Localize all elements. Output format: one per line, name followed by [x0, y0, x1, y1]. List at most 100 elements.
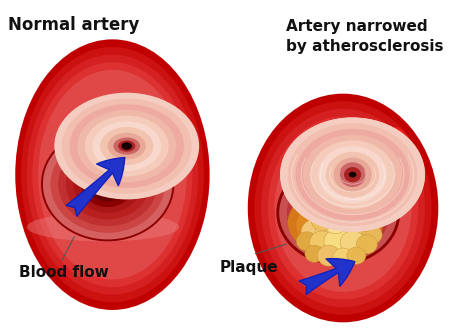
Ellipse shape — [339, 162, 366, 187]
Ellipse shape — [167, 113, 188, 160]
Ellipse shape — [27, 55, 198, 295]
Ellipse shape — [356, 235, 377, 254]
Ellipse shape — [15, 39, 210, 310]
Ellipse shape — [111, 137, 142, 155]
Ellipse shape — [72, 107, 182, 185]
Ellipse shape — [280, 118, 425, 232]
Ellipse shape — [310, 140, 394, 209]
Ellipse shape — [51, 136, 165, 233]
Ellipse shape — [311, 212, 333, 231]
Ellipse shape — [310, 190, 367, 236]
Ellipse shape — [120, 141, 133, 151]
Ellipse shape — [38, 70, 187, 279]
Ellipse shape — [295, 129, 410, 220]
Ellipse shape — [326, 152, 379, 198]
Ellipse shape — [58, 96, 195, 196]
Ellipse shape — [89, 119, 165, 173]
Ellipse shape — [66, 102, 188, 190]
Ellipse shape — [92, 121, 161, 171]
Ellipse shape — [347, 218, 372, 241]
Ellipse shape — [347, 247, 366, 264]
Ellipse shape — [77, 110, 176, 182]
Ellipse shape — [51, 137, 165, 232]
Ellipse shape — [274, 124, 411, 292]
Ellipse shape — [73, 155, 142, 213]
Text: Plaque: Plaque — [219, 260, 278, 275]
Ellipse shape — [305, 245, 324, 262]
Ellipse shape — [294, 177, 382, 249]
Ellipse shape — [276, 160, 400, 265]
Ellipse shape — [339, 162, 366, 187]
Ellipse shape — [268, 117, 419, 299]
Ellipse shape — [104, 131, 150, 161]
Ellipse shape — [58, 96, 195, 196]
Ellipse shape — [303, 135, 402, 215]
Ellipse shape — [83, 115, 171, 178]
Ellipse shape — [255, 101, 432, 315]
Ellipse shape — [296, 198, 380, 253]
Text: Artery narrowed
by atherosclerosis: Artery narrowed by atherosclerosis — [286, 19, 443, 54]
Ellipse shape — [112, 136, 141, 156]
Ellipse shape — [361, 225, 382, 244]
Ellipse shape — [339, 210, 362, 231]
Ellipse shape — [100, 126, 154, 166]
Ellipse shape — [261, 109, 425, 307]
Ellipse shape — [334, 157, 372, 192]
Ellipse shape — [303, 135, 402, 215]
Ellipse shape — [340, 231, 365, 254]
Ellipse shape — [296, 232, 317, 251]
Ellipse shape — [318, 146, 387, 203]
Ellipse shape — [118, 140, 135, 152]
Ellipse shape — [279, 163, 397, 262]
Ellipse shape — [96, 125, 157, 167]
Ellipse shape — [318, 146, 387, 203]
Ellipse shape — [81, 161, 134, 207]
Ellipse shape — [344, 167, 361, 182]
Ellipse shape — [332, 215, 358, 240]
Ellipse shape — [315, 216, 344, 242]
Ellipse shape — [326, 152, 379, 198]
Ellipse shape — [43, 129, 173, 240]
Ellipse shape — [89, 167, 127, 201]
Ellipse shape — [348, 171, 357, 178]
Ellipse shape — [317, 245, 340, 266]
Ellipse shape — [41, 127, 174, 241]
Ellipse shape — [108, 132, 146, 160]
Ellipse shape — [64, 100, 190, 192]
Ellipse shape — [280, 118, 425, 232]
Ellipse shape — [104, 129, 150, 163]
Ellipse shape — [32, 62, 192, 287]
Ellipse shape — [77, 111, 176, 181]
Ellipse shape — [310, 140, 394, 209]
Ellipse shape — [288, 189, 383, 256]
Ellipse shape — [66, 149, 150, 219]
Ellipse shape — [55, 93, 199, 199]
Ellipse shape — [62, 98, 191, 194]
Ellipse shape — [248, 94, 438, 322]
Ellipse shape — [301, 219, 328, 244]
Ellipse shape — [70, 104, 184, 188]
Ellipse shape — [108, 133, 146, 159]
Ellipse shape — [324, 229, 351, 254]
Ellipse shape — [73, 108, 180, 184]
Ellipse shape — [288, 123, 418, 226]
Text: Blood flow: Blood flow — [19, 265, 109, 280]
Ellipse shape — [323, 211, 348, 234]
Ellipse shape — [85, 116, 169, 177]
Ellipse shape — [100, 127, 154, 165]
Ellipse shape — [302, 183, 374, 242]
Ellipse shape — [113, 137, 140, 155]
Ellipse shape — [21, 47, 204, 302]
Ellipse shape — [344, 167, 361, 182]
Ellipse shape — [151, 108, 189, 184]
Ellipse shape — [295, 129, 410, 220]
Ellipse shape — [349, 172, 356, 178]
Ellipse shape — [27, 213, 179, 241]
Ellipse shape — [58, 142, 157, 226]
Ellipse shape — [287, 170, 390, 256]
Text: Normal artery: Normal artery — [8, 15, 139, 34]
Ellipse shape — [333, 248, 354, 267]
Ellipse shape — [310, 231, 335, 254]
Ellipse shape — [392, 134, 412, 187]
Ellipse shape — [65, 102, 189, 190]
